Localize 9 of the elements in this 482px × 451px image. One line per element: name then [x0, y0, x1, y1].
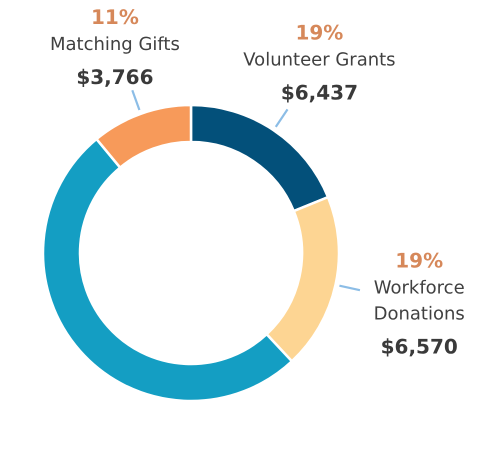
text: 19%: [295, 20, 344, 44]
slice-label: Volunteer Grants: [243, 49, 396, 70]
data-label: $3,766: [76, 65, 154, 89]
data-label: $6,570: [380, 334, 458, 359]
slice-label: Matching Gifts: [50, 34, 180, 55]
text: 11%: [90, 5, 139, 29]
slice-label: Workforce Donations: [374, 278, 465, 325]
data-label: $6,437: [280, 80, 358, 104]
text: 19%: [395, 248, 444, 273]
